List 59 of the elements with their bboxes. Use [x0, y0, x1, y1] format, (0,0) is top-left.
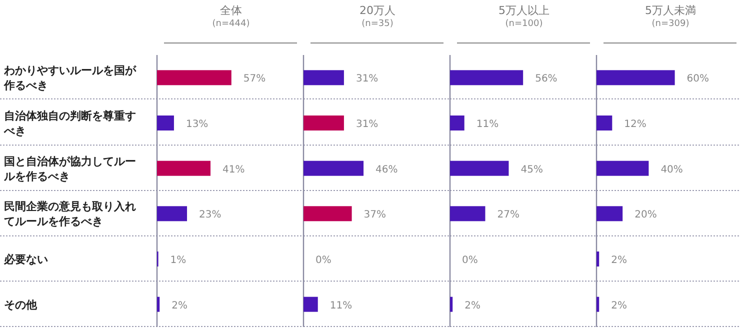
chart-subtitle: (n=444) [212, 19, 250, 29]
data-label: 60% [686, 74, 710, 85]
bar [304, 70, 344, 86]
data-label: 23% [199, 210, 222, 221]
bar [157, 70, 232, 86]
data-label: 56% [535, 74, 558, 85]
bar [304, 296, 318, 312]
bar [596, 160, 649, 176]
data-label: 57% [243, 74, 266, 85]
data-label: 11% [330, 300, 352, 312]
bar [596, 70, 675, 86]
bar [596, 206, 623, 222]
data-label: 31% [356, 74, 378, 85]
chart-title: 全体 [220, 4, 242, 17]
bar [596, 116, 612, 130]
data-label: 11% [476, 119, 499, 130]
y-tick-label: 自治体独自の判断を尊重すべき [3, 110, 136, 138]
data-label: 0% [462, 255, 478, 266]
chart-title: 20万人 [360, 4, 396, 17]
bar [450, 296, 453, 312]
data-label: 12% [624, 119, 646, 130]
bar [450, 160, 509, 176]
data-label: 46% [376, 164, 398, 176]
bar [304, 206, 352, 222]
bar [157, 296, 160, 312]
chart-subtitle: (n=100) [505, 19, 543, 29]
data-label: 27% [497, 210, 520, 221]
data-label: 37% [364, 210, 386, 221]
data-label: 1% [170, 255, 186, 266]
bar [450, 206, 486, 222]
data-label: 2% [464, 300, 480, 312]
bar [596, 296, 600, 312]
data-label: 20% [634, 210, 657, 221]
data-label: 41% [222, 164, 245, 176]
data-label: 0% [316, 255, 332, 266]
bar [157, 160, 211, 176]
chart-subtitle: (n=35) [362, 19, 394, 29]
chart-title: 5万人未満 [645, 4, 696, 17]
y-tick-label: わかりやすいルールを国が作るべき [3, 64, 137, 92]
y-tick-label: 国と自治体が協力してルールを作るべき [3, 154, 136, 183]
data-label: 45% [520, 164, 543, 176]
data-label: 31% [356, 119, 378, 130]
bar [304, 116, 344, 130]
y-tick-label: 民間企業の意見も取り入れてルールを作るべき [4, 200, 136, 228]
data-label: 13% [186, 119, 208, 130]
chart-subtitle: (n=309) [652, 19, 690, 29]
bar [157, 116, 174, 130]
chart-title: 5万人以上 [498, 4, 550, 17]
bar [450, 116, 464, 130]
data-label: 2% [611, 300, 627, 312]
data-label: 2% [172, 300, 188, 312]
y-tick-label: 必要ない [3, 253, 48, 266]
bar [596, 252, 600, 266]
bar [157, 206, 188, 222]
bar [450, 70, 524, 86]
data-label: 40% [660, 164, 683, 176]
data-label: 2% [611, 255, 627, 266]
bar [304, 160, 364, 176]
y-tick-label: その他 [4, 298, 38, 312]
